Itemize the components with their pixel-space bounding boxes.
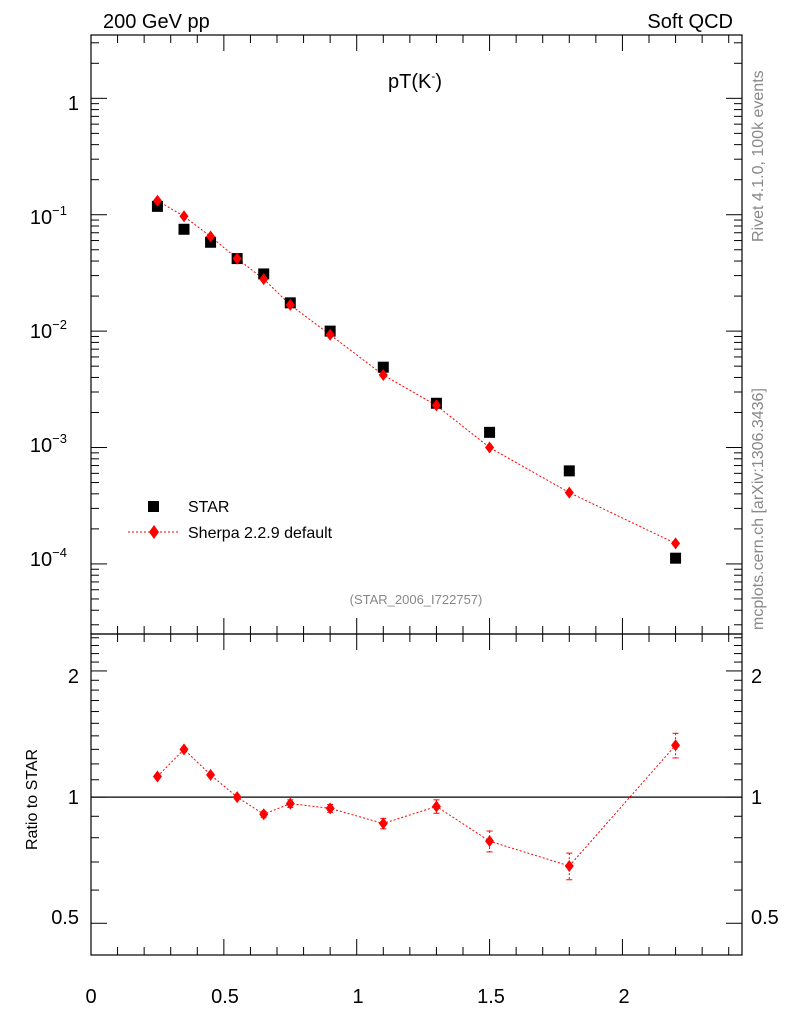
header-right: Soft QCD [647, 11, 733, 33]
sherpa-point [671, 537, 681, 550]
ratio-sherpa-point [206, 768, 216, 781]
ytick-label-1: 1 [68, 93, 79, 115]
sherpa-point [378, 368, 388, 381]
ytick-label-0.1: 10−1 [30, 203, 67, 229]
sherpa-point [285, 298, 295, 311]
rivet-label: Rivet 4.1.0, 100k events [750, 70, 767, 242]
ratio-sherpa-point [564, 859, 574, 872]
ratio-sherpa-point [325, 802, 335, 815]
ratio-plot-frame [90, 633, 743, 956]
ytick-label-0.001: 10−3 [30, 431, 67, 457]
ratio-ytick-1-right: 1 [751, 787, 762, 809]
xtick-label-2: 2 [618, 986, 629, 1008]
ratio-sherpa-point [259, 808, 269, 821]
sherpa-point [179, 210, 189, 223]
star-point [670, 552, 682, 564]
sherpa-point [232, 252, 242, 265]
ratio-ytick-2: 2 [68, 666, 79, 688]
title-base: pT(K [388, 71, 432, 93]
star-point [563, 465, 575, 477]
main-plot-title: pT(K-) [388, 69, 442, 93]
sherpa-point [431, 399, 441, 412]
xtick-label-1.5: 1.5 [477, 986, 505, 1008]
ratio-sherpa-point [179, 743, 189, 756]
title-sup: - [431, 69, 435, 83]
legend-label-sherpa: Sherpa 2.2.9 default [188, 525, 333, 542]
ratio-sherpa-point [378, 817, 388, 830]
ytick-label-0.01: 10−2 [30, 317, 67, 343]
sherpa-point [259, 273, 269, 286]
legend-label-star: STAR [188, 499, 229, 516]
mcplots-label: mcplots.cern.ch [arXiv:1306.3436] [750, 388, 767, 630]
main-plot-frame [90, 34, 743, 635]
xtick-label-0.5: 0.5 [211, 986, 239, 1008]
header-left: 200 GeV pp [103, 11, 210, 33]
ratio-ytick-1: 1 [68, 787, 79, 809]
star-point [484, 426, 496, 438]
ratio-sherpa-point [485, 835, 495, 848]
star-point [178, 223, 190, 235]
ratio-ytick-2-right: 2 [751, 666, 762, 688]
sherpa-point [485, 441, 495, 454]
ratio-ytick-0.5: 0.5 [51, 907, 79, 929]
analysis-watermark: (STAR_2006_I722757) [350, 592, 483, 607]
sherpa-line [157, 200, 676, 544]
sherpa-point [325, 328, 335, 341]
star-point [377, 361, 389, 373]
ratio-sherpa-line [157, 744, 676, 867]
sherpa-point [564, 486, 574, 499]
ratio-sherpa-point [671, 739, 681, 752]
ratio-sherpa-point [285, 797, 295, 810]
xtick-label-1: 1 [352, 986, 363, 1008]
xtick-label-0: 0 [85, 986, 96, 1008]
ratio-sherpa-point [232, 791, 242, 804]
legend-marker-star [148, 501, 159, 512]
ytick-label-0.0001: 10−4 [30, 545, 67, 571]
sherpa-point [152, 194, 162, 207]
ratio-ylabel: Ratio to STAR [24, 749, 41, 850]
legend-marker-sherpa [149, 525, 159, 539]
ratio-sherpa-point [152, 770, 162, 783]
ratio-sherpa-point [431, 800, 441, 813]
sherpa-point [206, 230, 216, 243]
ratio-ytick-0.5-right: 0.5 [751, 907, 779, 929]
title-close: ) [435, 71, 442, 93]
